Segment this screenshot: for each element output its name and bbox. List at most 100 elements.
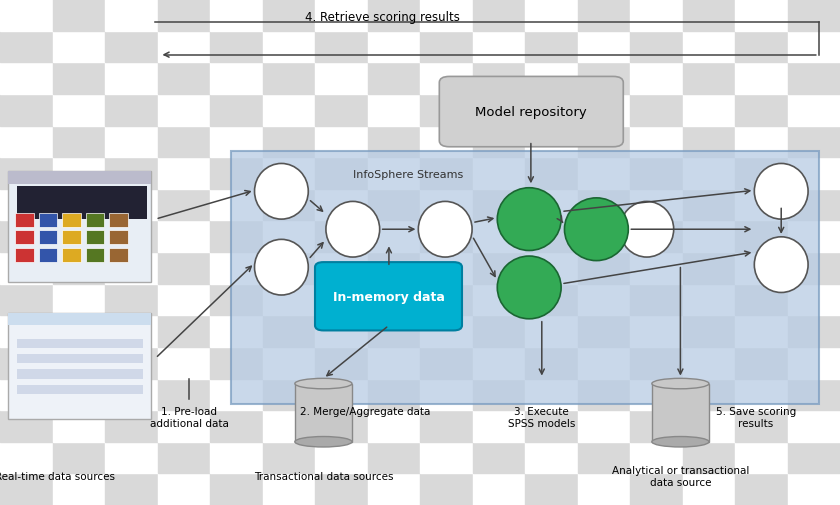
Bar — [52, 31, 105, 63]
Bar — [315, 189, 368, 221]
Bar — [158, 316, 210, 347]
Bar — [17, 187, 147, 220]
Bar — [525, 442, 578, 474]
Bar — [788, 158, 840, 189]
Bar — [52, 379, 105, 410]
Bar — [420, 158, 472, 189]
Bar — [368, 221, 420, 252]
Bar — [788, 379, 840, 410]
Bar — [630, 442, 683, 474]
Bar — [368, 474, 420, 505]
Bar — [735, 63, 788, 95]
Bar — [788, 474, 840, 505]
Bar — [578, 221, 630, 252]
Bar — [788, 63, 840, 95]
Bar — [525, 126, 578, 158]
Bar — [158, 63, 210, 95]
Bar — [578, 347, 630, 379]
Bar — [210, 252, 263, 284]
Bar — [578, 410, 630, 442]
Bar — [105, 284, 158, 316]
Ellipse shape — [754, 237, 808, 293]
Bar — [788, 347, 840, 379]
Bar — [86, 248, 104, 263]
Bar — [420, 379, 472, 410]
Bar — [420, 221, 472, 252]
Bar — [0, 63, 52, 95]
Bar — [39, 213, 57, 227]
Bar — [368, 316, 420, 347]
Bar — [683, 221, 735, 252]
Bar — [263, 221, 315, 252]
Bar — [15, 231, 34, 245]
Bar — [17, 339, 143, 348]
Bar — [368, 252, 420, 284]
Bar — [315, 474, 368, 505]
Bar — [630, 189, 683, 221]
Bar — [420, 347, 472, 379]
Bar — [683, 95, 735, 126]
Bar — [210, 189, 263, 221]
Bar — [158, 347, 210, 379]
Bar — [525, 95, 578, 126]
Bar — [52, 0, 105, 31]
Bar — [788, 0, 840, 31]
Bar — [105, 31, 158, 63]
Bar — [630, 316, 683, 347]
Bar — [8, 172, 151, 184]
Bar — [105, 347, 158, 379]
Ellipse shape — [564, 198, 628, 261]
Bar — [420, 63, 472, 95]
Bar — [105, 95, 158, 126]
Bar — [86, 231, 104, 245]
Bar — [368, 0, 420, 31]
Bar — [263, 95, 315, 126]
Bar — [525, 189, 578, 221]
Bar — [368, 63, 420, 95]
FancyBboxPatch shape — [231, 152, 819, 404]
Bar — [735, 474, 788, 505]
Bar — [0, 158, 52, 189]
Bar — [315, 31, 368, 63]
Bar — [368, 379, 420, 410]
Ellipse shape — [295, 437, 352, 447]
Bar — [683, 284, 735, 316]
Bar — [472, 31, 525, 63]
Ellipse shape — [418, 202, 472, 258]
Ellipse shape — [652, 437, 709, 447]
Bar — [420, 442, 472, 474]
Bar — [263, 379, 315, 410]
Bar — [578, 252, 630, 284]
Bar — [788, 316, 840, 347]
Bar — [158, 0, 210, 31]
Ellipse shape — [754, 164, 808, 220]
Bar — [683, 31, 735, 63]
Bar — [735, 410, 788, 442]
Bar — [578, 126, 630, 158]
Bar — [158, 410, 210, 442]
Bar — [788, 95, 840, 126]
Bar — [368, 347, 420, 379]
Bar — [0, 0, 52, 31]
Bar — [735, 31, 788, 63]
Bar — [105, 189, 158, 221]
Bar — [420, 284, 472, 316]
Bar — [15, 213, 34, 227]
Bar — [263, 126, 315, 158]
Bar — [420, 189, 472, 221]
Bar — [52, 189, 105, 221]
Bar — [683, 189, 735, 221]
Bar — [0, 252, 52, 284]
Bar — [578, 63, 630, 95]
Bar — [472, 347, 525, 379]
Bar — [86, 213, 104, 227]
Bar — [315, 126, 368, 158]
Bar — [263, 252, 315, 284]
Bar — [420, 252, 472, 284]
Bar — [62, 231, 81, 245]
Bar — [578, 474, 630, 505]
Bar — [0, 95, 52, 126]
Bar — [472, 410, 525, 442]
Bar — [158, 189, 210, 221]
Bar — [683, 410, 735, 442]
